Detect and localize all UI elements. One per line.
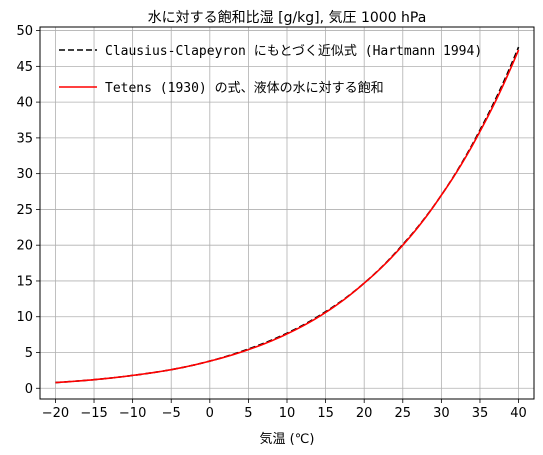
x-tick-label: 35 — [472, 406, 489, 421]
grid — [40, 27, 534, 399]
x-tick-label: 5 — [244, 406, 252, 421]
y-tick-label: 50 — [16, 24, 33, 39]
series-line-tetens — [55, 49, 520, 384]
legend-label-hartmann: Clausius-Clapeyron にもとづく近似式 (Hartmann 19… — [105, 44, 482, 59]
x-tick-label: 25 — [395, 406, 412, 421]
series-group — [55, 46, 520, 384]
axes: −20 −15 −10 −5 0 5 10 15 20 25 30 35 40 0 5 10 15 20 25 30 3… — [16, 24, 526, 421]
x-tick-label: −10 — [119, 406, 146, 421]
x-tick-label: −5 — [162, 406, 181, 421]
x-tick-label: 30 — [433, 406, 450, 421]
y-tick-label: 0 — [25, 382, 33, 397]
x-tick-label: 40 — [510, 406, 527, 421]
x-tick-label: −15 — [80, 406, 107, 421]
x-axis-label: 気温 (℃) — [260, 431, 315, 447]
y-tick-label: 25 — [16, 203, 33, 218]
chart-title: 水に対する飽和比湿 [g/kg], 気圧 1000 hPa — [148, 9, 427, 26]
x-tick-label: 20 — [356, 406, 373, 421]
x-tick-label: −20 — [42, 406, 69, 421]
x-tick-label: 0 — [206, 406, 214, 421]
legend-label-tetens: Tetens (1930) の式、液体の水に対する飽和 — [105, 81, 384, 96]
y-tick-label: 45 — [16, 60, 33, 75]
y-tick-label: 40 — [16, 96, 33, 111]
y-tick-label: 15 — [16, 274, 33, 289]
y-tick-label: 10 — [16, 310, 33, 325]
legend: Clausius-Clapeyron にもとづく近似式 (Hartmann 19… — [59, 44, 482, 96]
x-tick-label: 15 — [317, 406, 334, 421]
y-tick-label: 35 — [16, 131, 33, 146]
y-tick-label: 5 — [25, 346, 33, 361]
y-tick-label: 20 — [16, 239, 33, 254]
x-tick-label: 10 — [279, 406, 296, 421]
y-tick-label: 30 — [16, 167, 33, 182]
